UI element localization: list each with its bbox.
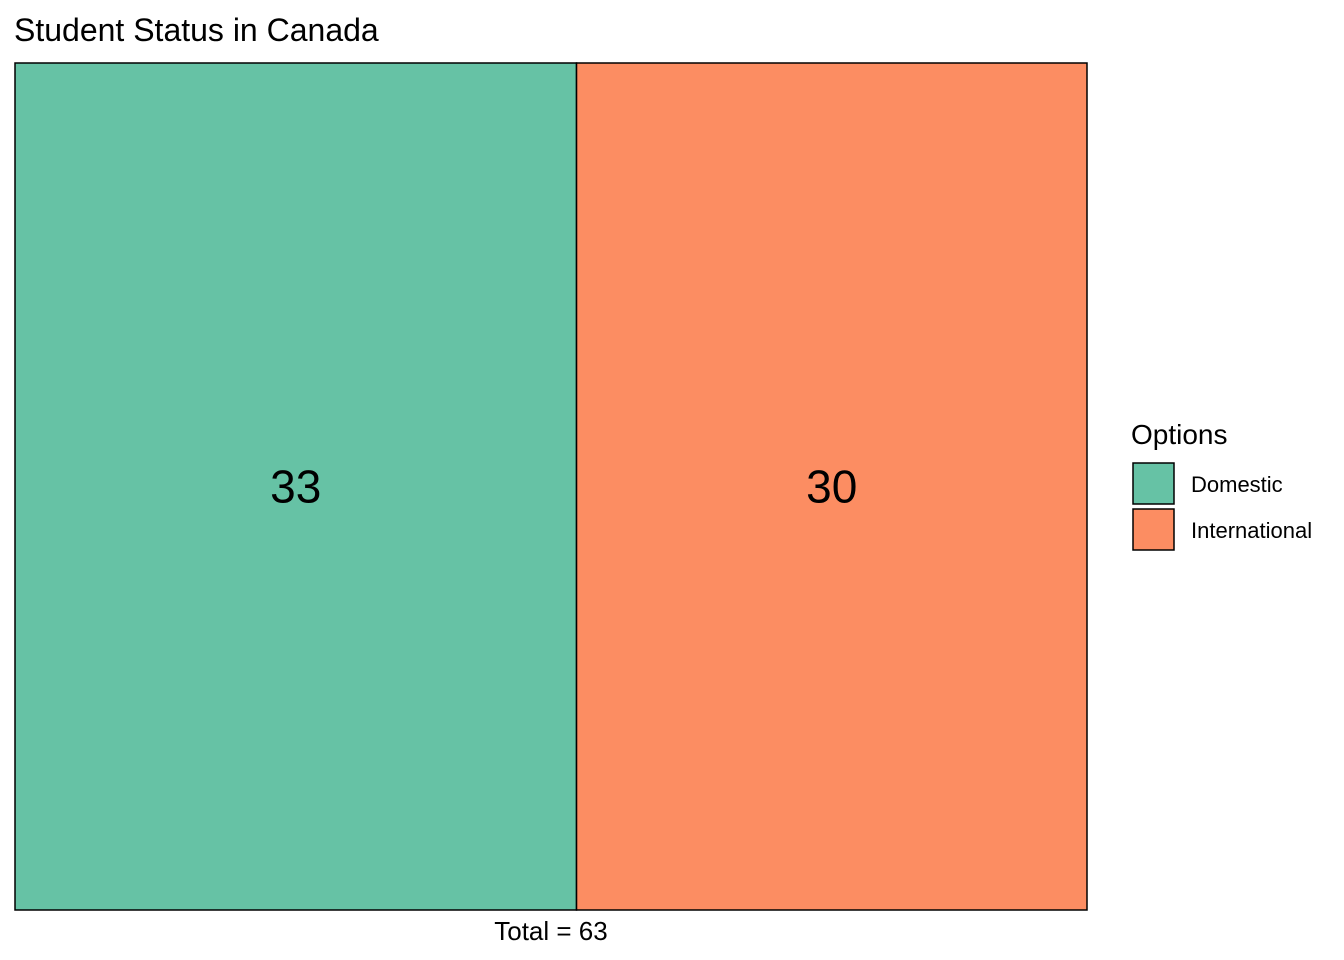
legend-label-domestic: Domestic [1191,472,1283,497]
tile-value-label: 30 [806,461,857,513]
legend-title: Options [1131,419,1228,450]
legend-key-domestic [1132,462,1175,505]
legend: Options Domestic International [1131,419,1312,551]
chart-title: Student Status in Canada [14,12,379,48]
treemap-tile-international [575,62,1088,911]
legend-key-international [1132,508,1175,551]
legend-label-international: International [1191,518,1312,543]
treemap-tile-domestic [14,62,578,911]
tile-value-label: 33 [270,461,321,513]
total-caption: Total = 63 [494,916,607,946]
plot-area: 33 30 [14,62,1088,911]
